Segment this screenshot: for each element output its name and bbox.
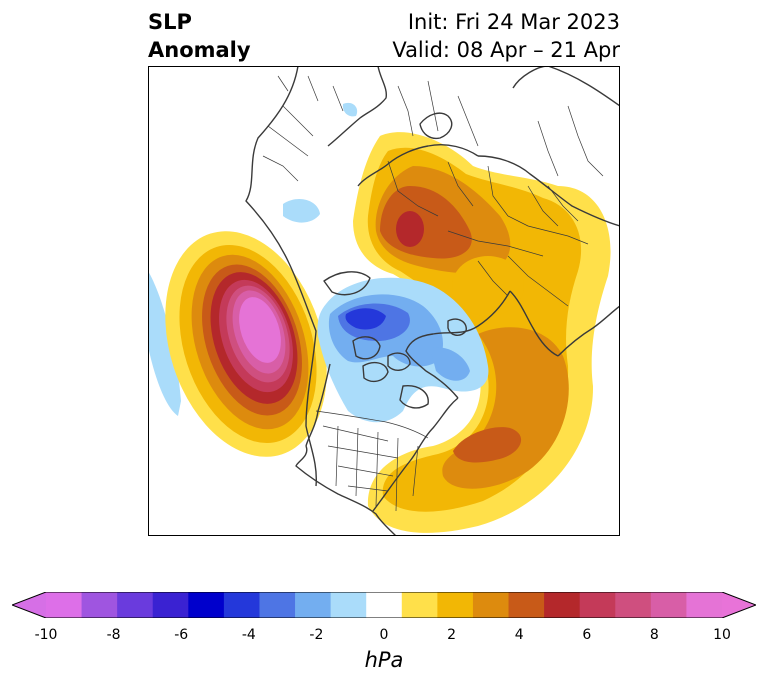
colorbar-cells bbox=[46, 592, 723, 618]
valid-range: Valid: 08 Apr – 21 Apr bbox=[392, 38, 620, 62]
colorbar-cell bbox=[81, 592, 118, 618]
colorbar-cell bbox=[366, 592, 403, 618]
colorbar-tick-label: 6 bbox=[582, 627, 592, 643]
negative-anomaly-west-pacific bbox=[148, 271, 181, 416]
colorbar-tick-label: -10 bbox=[34, 627, 58, 643]
anomaly-shading bbox=[148, 102, 611, 533]
title-line-1: SLP bbox=[148, 10, 192, 34]
init-date: Init: Fri 24 Mar 2023 bbox=[407, 10, 620, 34]
colorbar-extend-min bbox=[12, 592, 46, 618]
colorbar-cell bbox=[259, 592, 296, 618]
colorbar-cell bbox=[650, 592, 687, 618]
map-frame bbox=[148, 66, 620, 536]
colorbar-tick-label: 0 bbox=[379, 627, 389, 643]
colorbar-cell bbox=[188, 592, 225, 618]
colorbar bbox=[12, 592, 756, 618]
colorbar-tick-label: 10 bbox=[713, 627, 731, 643]
colorbar-cell bbox=[295, 592, 332, 618]
map-title: SLP Anomaly bbox=[148, 8, 251, 64]
colorbar-cell bbox=[615, 592, 652, 618]
colorbar-cell bbox=[508, 592, 545, 618]
colorbar-tick-label: 2 bbox=[447, 627, 457, 643]
colorbar-cell bbox=[437, 592, 474, 618]
title-line-2: Anomaly bbox=[148, 38, 251, 62]
colorbar-tick-label: -4 bbox=[241, 627, 256, 643]
colorbar-cell bbox=[472, 592, 510, 618]
colorbar-cell bbox=[152, 592, 189, 618]
colorbar-extend-max bbox=[722, 592, 756, 618]
colorbar-cell bbox=[544, 592, 581, 618]
forecast-dates: Init: Fri 24 Mar 2023 Valid: 08 Apr – 21… bbox=[392, 8, 620, 64]
slp-anomaly-map bbox=[148, 66, 620, 536]
colorbar-cell bbox=[117, 592, 154, 618]
colorbar-cell bbox=[686, 592, 723, 618]
colorbar-cell bbox=[330, 592, 367, 618]
negative-anomaly-polar-canada bbox=[283, 102, 489, 423]
colorbar-tick-label: -8 bbox=[106, 627, 121, 643]
colorbar-cell bbox=[46, 592, 83, 618]
colorbar-tick-label: 8 bbox=[649, 627, 659, 643]
country-borders bbox=[262, 75, 604, 512]
colorbar-tick-label: 4 bbox=[514, 627, 524, 643]
colorbar-cell bbox=[579, 592, 616, 618]
positive-anomaly-ne-pacific bbox=[165, 231, 327, 457]
colorbar-unit: hPa bbox=[364, 648, 404, 672]
colorbar-cell bbox=[401, 592, 438, 618]
colorbar-tick-label: -2 bbox=[309, 627, 324, 643]
colorbar-tick-label: -6 bbox=[174, 627, 189, 643]
colorbar-cell bbox=[223, 592, 260, 618]
